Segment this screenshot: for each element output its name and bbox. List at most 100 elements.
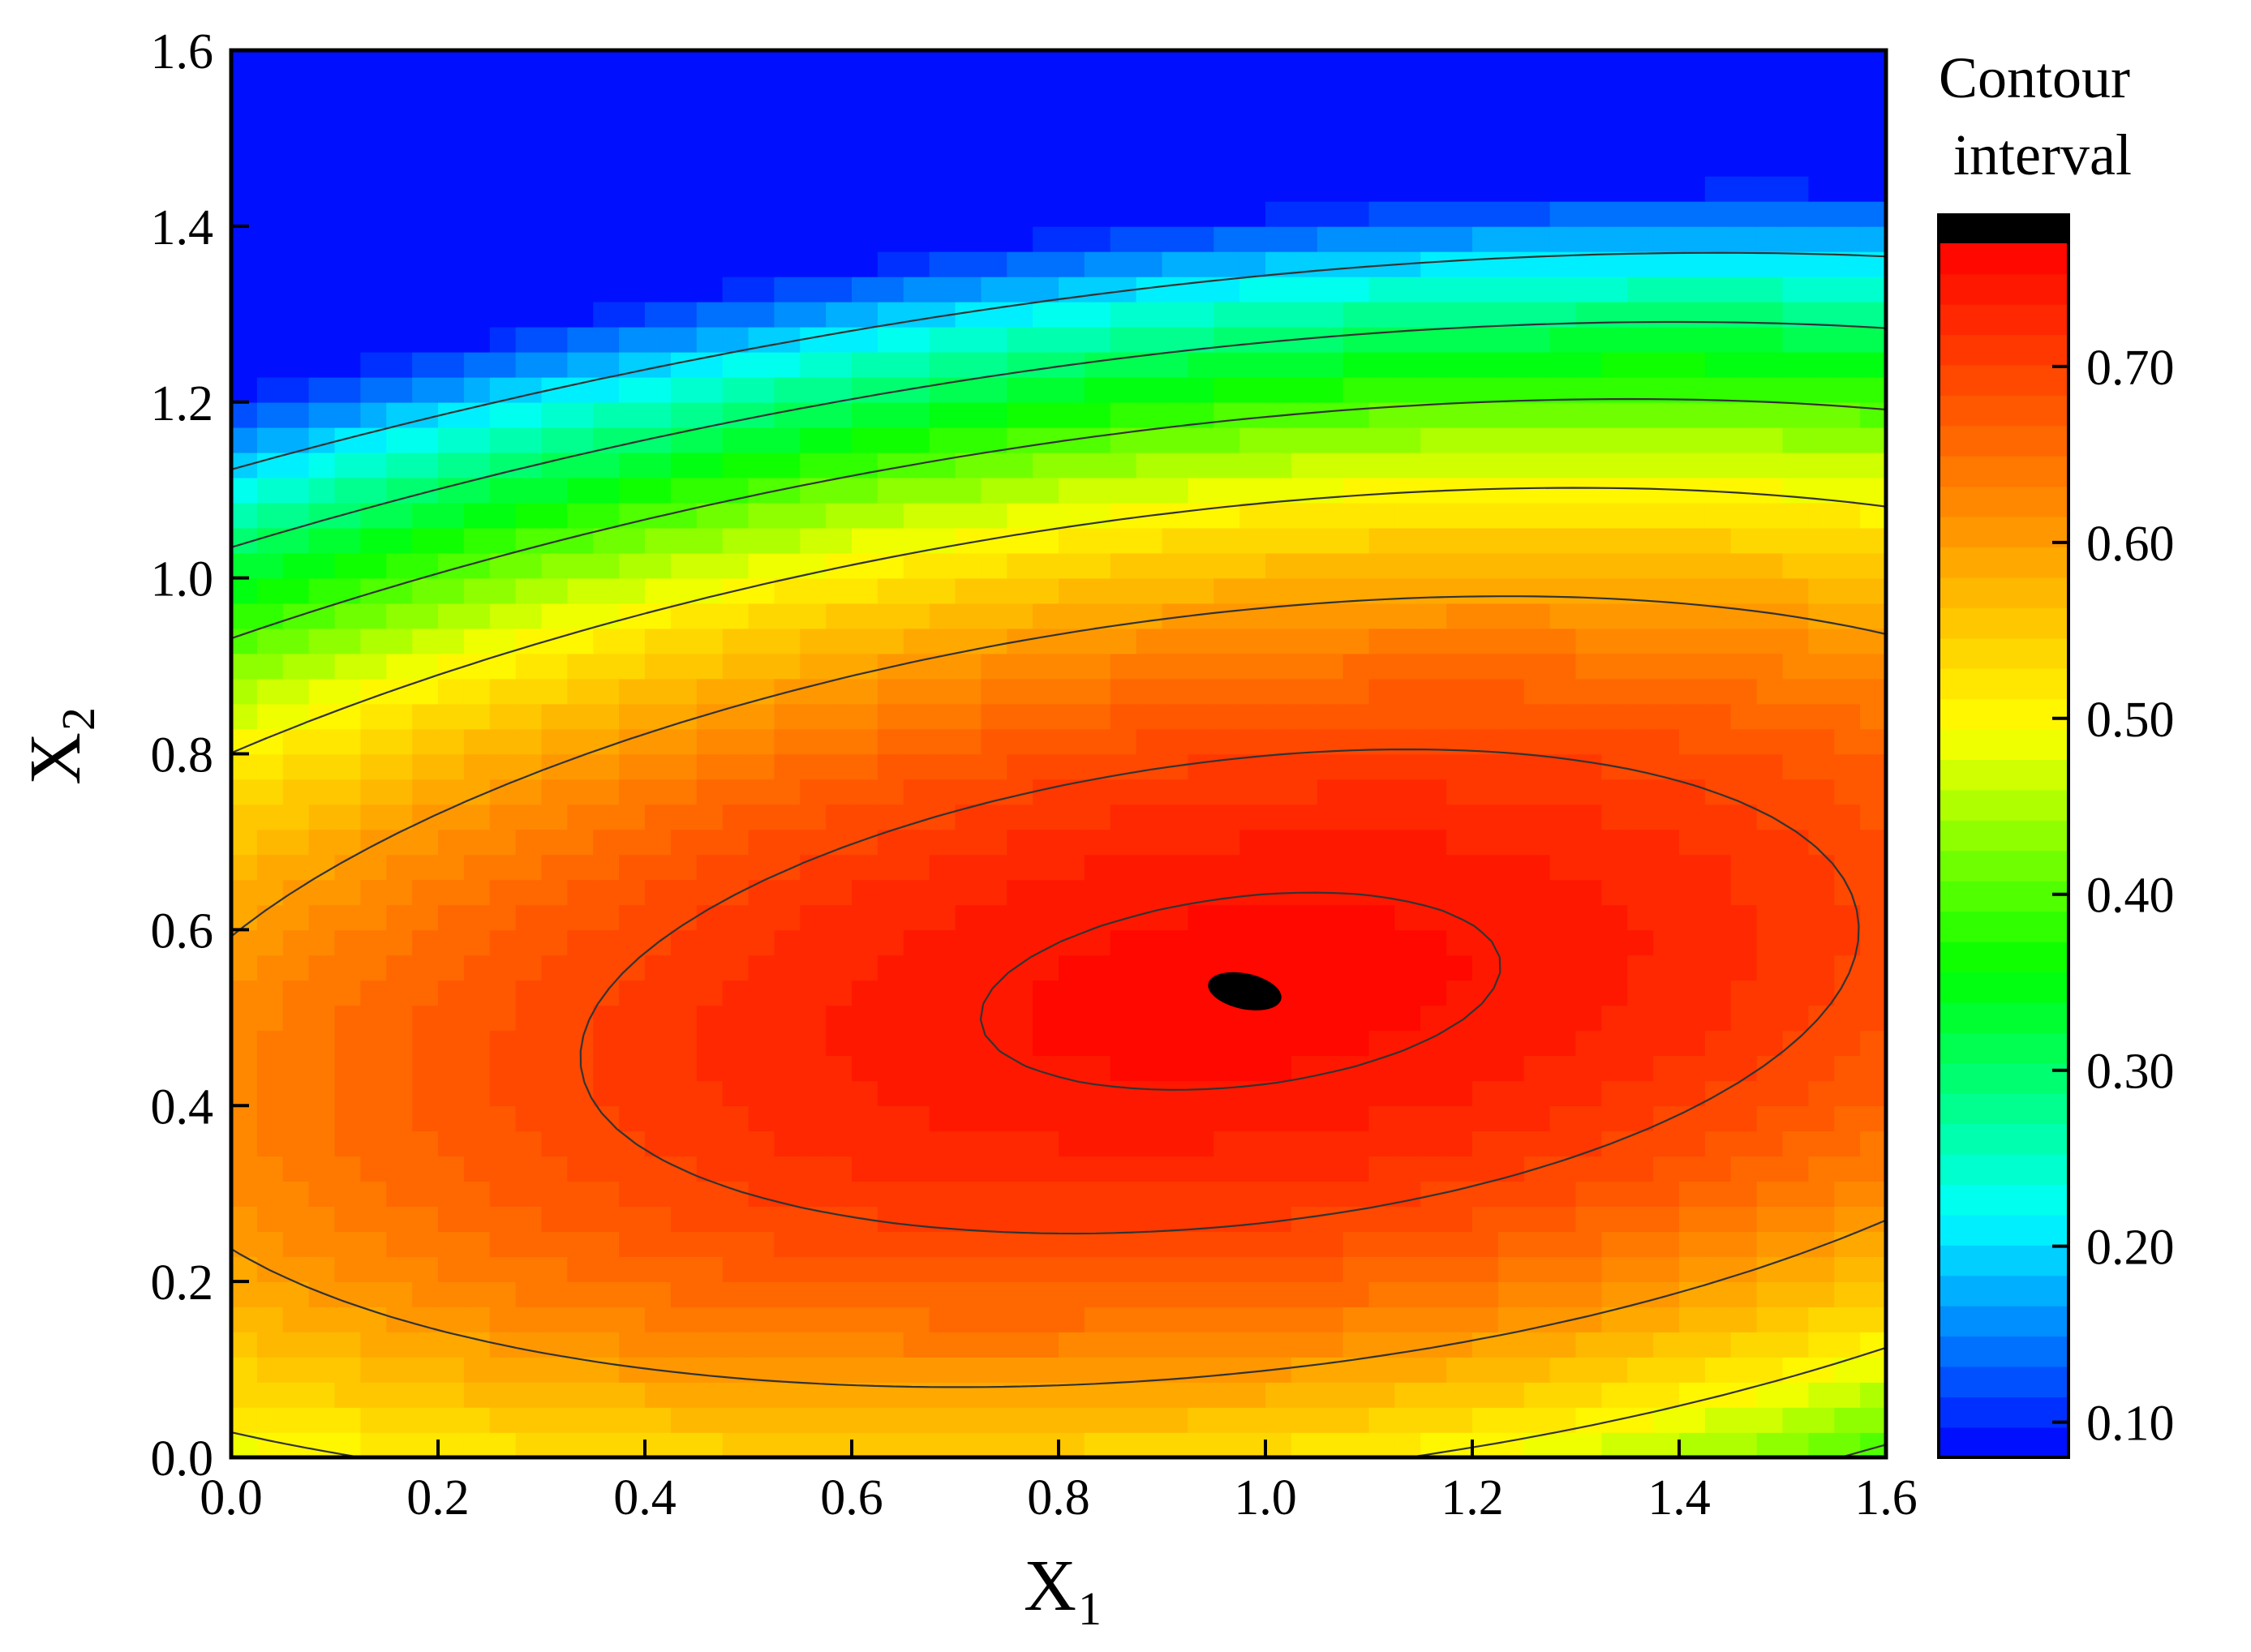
- heatmap-cell: [1472, 779, 1499, 805]
- heatmap-cell: [645, 452, 672, 478]
- heatmap-cell: [1136, 1382, 1163, 1408]
- heatmap-cell: [1188, 502, 1215, 529]
- heatmap-cell: [852, 1357, 878, 1383]
- heatmap-cell: [308, 1030, 336, 1057]
- heatmap-cell: [903, 1256, 930, 1282]
- heatmap-cell: [929, 1131, 956, 1157]
- heatmap-cell: [774, 301, 801, 328]
- heatmap-cell: [1033, 1407, 1059, 1433]
- heatmap-cell: [412, 1407, 439, 1433]
- heatmap-cell: [1059, 1055, 1085, 1082]
- heatmap-cell: [826, 728, 853, 755]
- heatmap-cell: [877, 577, 904, 604]
- heatmap-cell: [1472, 552, 1499, 579]
- heatmap-cell: [1007, 75, 1033, 101]
- heatmap-cell: [1704, 904, 1732, 931]
- heatmap-cell: [1265, 1206, 1292, 1232]
- heatmap-cell: [1033, 1357, 1059, 1383]
- heatmap-cell: [800, 1156, 827, 1182]
- heatmap-cell: [1472, 653, 1499, 680]
- heatmap-cell: [1136, 175, 1163, 202]
- heatmap-cell: [670, 1382, 698, 1408]
- heatmap-cell: [1834, 326, 1861, 353]
- heatmap-cell: [1214, 804, 1240, 830]
- heatmap-cell: [1110, 628, 1137, 654]
- heatmap-cell: [1679, 678, 1706, 705]
- heatmap-cell: [1239, 678, 1266, 705]
- heatmap-cell: [1394, 1281, 1422, 1307]
- heatmap-cell: [1627, 1407, 1654, 1433]
- heatmap-cell: [1342, 1407, 1370, 1433]
- heatmap-cell: [231, 326, 258, 353]
- heatmap-cell: [541, 1231, 569, 1257]
- heatmap-cell: [308, 577, 336, 604]
- heatmap-cell: [1368, 225, 1396, 252]
- heatmap-cell: [903, 351, 930, 378]
- heatmap-cell: [412, 452, 439, 478]
- heatmap-cell: [438, 175, 465, 202]
- heatmap-cell: [1601, 527, 1629, 554]
- heatmap-cell: [1265, 829, 1292, 856]
- heatmap-cell: [800, 1357, 827, 1383]
- heatmap-cell: [1730, 50, 1758, 76]
- heatmap-cell: [1756, 125, 1784, 152]
- heatmap-cell: [1059, 200, 1085, 227]
- heatmap-cell: [1679, 1105, 1706, 1132]
- heatmap-cell: [334, 1030, 362, 1057]
- heatmap-cell: [1679, 527, 1706, 554]
- heatmap-cell: [412, 401, 439, 428]
- heatmap-cell: [1601, 150, 1629, 177]
- heatmap-cell: [463, 1080, 491, 1107]
- heatmap-cell: [1472, 1156, 1499, 1182]
- heatmap-cell: [282, 1357, 310, 1383]
- heatmap-cell: [748, 1105, 775, 1132]
- heatmap-cell: [1394, 1156, 1422, 1182]
- heatmap-cell: [981, 552, 1008, 579]
- heatmap-cell: [541, 552, 569, 579]
- heatmap-cell: [1679, 653, 1706, 680]
- heatmap-cell: [1110, 452, 1137, 478]
- heatmap-cell: [412, 929, 439, 956]
- heatmap-cell: [1575, 1005, 1603, 1032]
- heatmap-cell: [256, 929, 284, 956]
- heatmap-cell: [1730, 929, 1758, 956]
- heatmap-cell: [1084, 1432, 1111, 1457]
- heatmap-cell: [929, 753, 956, 780]
- heatmap-cell: [567, 427, 595, 453]
- heatmap-cell: [1446, 1281, 1473, 1307]
- heatmap-cell: [981, 326, 1008, 353]
- heatmap-cell: [619, 678, 646, 705]
- heatmap-cell: [1265, 1382, 1292, 1408]
- heatmap-cell: [852, 955, 878, 981]
- heatmap-cell: [1342, 376, 1370, 403]
- heatmap-cell: [541, 100, 569, 127]
- heatmap-cell: [567, 603, 595, 629]
- heatmap-cell: [1549, 1005, 1577, 1032]
- heatmap-cell: [800, 1407, 827, 1433]
- heatmap-cell: [1834, 1131, 1861, 1157]
- heatmap-cell: [412, 75, 439, 101]
- heatmap-cell: [1523, 351, 1551, 378]
- heatmap-cell: [670, 854, 698, 881]
- heatmap-cell: [1756, 225, 1784, 252]
- heatmap-cell: [1756, 1105, 1784, 1132]
- heatmap-cell: [774, 75, 801, 101]
- heatmap-cell: [1317, 904, 1344, 931]
- heatmap-cell: [1239, 477, 1266, 504]
- heatmap-cell: [1756, 75, 1784, 101]
- heatmap-cell: [1679, 955, 1706, 981]
- heatmap-cell: [1523, 753, 1551, 780]
- heatmap-cell: [1860, 980, 1886, 1006]
- heatmap-cell: [1808, 854, 1836, 881]
- heatmap-cell: [748, 728, 775, 755]
- heatmap-cell: [696, 779, 724, 805]
- heatmap-cell: [541, 1055, 569, 1082]
- heatmap-cell: [1084, 1256, 1111, 1282]
- heatmap-cell: [1110, 100, 1137, 127]
- heatmap-cell: [774, 1382, 801, 1408]
- heatmap-cell: [593, 1231, 620, 1257]
- heatmap-cell: [282, 276, 310, 303]
- heatmap-cell: [231, 1407, 258, 1433]
- heatmap-cell: [1188, 301, 1215, 328]
- heatmap-cell: [1394, 452, 1422, 478]
